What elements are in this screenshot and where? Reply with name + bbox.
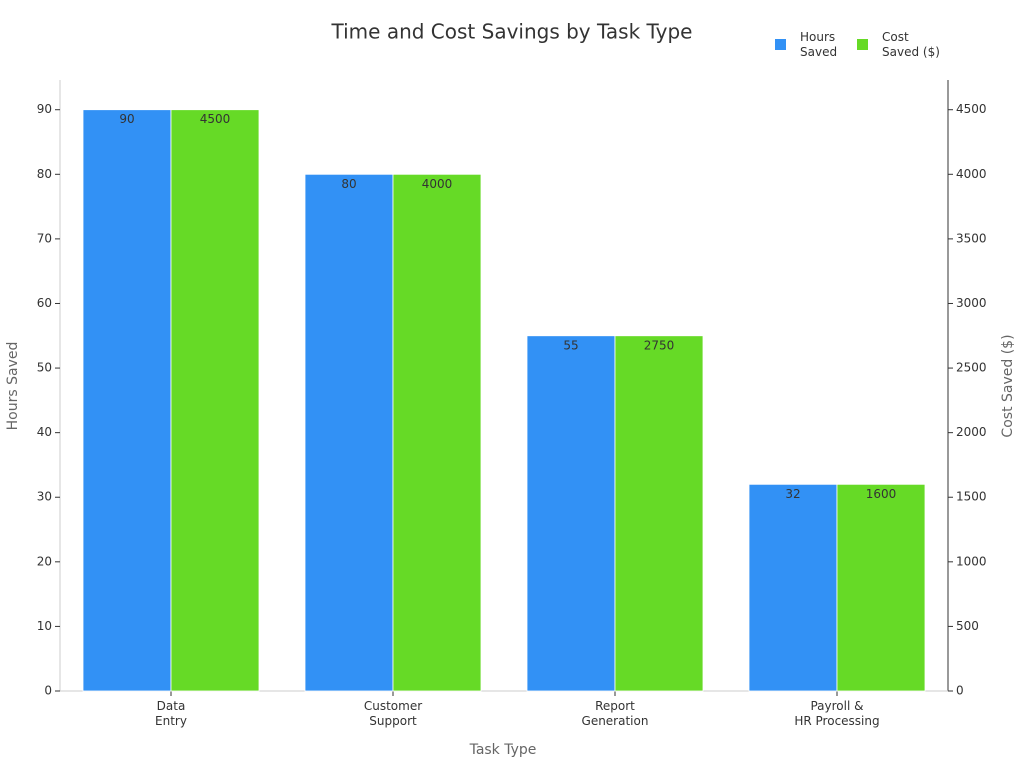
y-tick-label: 10 bbox=[37, 619, 52, 633]
value-label: 4000 bbox=[422, 177, 453, 191]
y2-tick-label: 1500 bbox=[956, 490, 987, 504]
bar bbox=[836, 483, 926, 692]
y-tick-label: 60 bbox=[37, 296, 52, 310]
bar bbox=[304, 173, 394, 692]
y-tick-label: 80 bbox=[37, 167, 52, 181]
bar bbox=[170, 109, 260, 692]
value-label: 1600 bbox=[866, 487, 897, 501]
chart-title: Time and Cost Savings by Task Type bbox=[331, 20, 693, 44]
y-tick-label: 40 bbox=[37, 425, 52, 439]
y2-tick-label: 2000 bbox=[956, 425, 987, 439]
y2-tick-label: 4000 bbox=[956, 167, 987, 181]
legend-swatch bbox=[857, 39, 868, 50]
y2-tick-label: 0 bbox=[956, 684, 964, 698]
y-tick-label: 0 bbox=[44, 684, 52, 698]
bar bbox=[392, 173, 482, 692]
x-tick-label: Payroll & HR Processing bbox=[794, 699, 880, 728]
bar bbox=[526, 335, 616, 692]
y-tick-label: 20 bbox=[37, 554, 52, 568]
y2-tick-label: 1000 bbox=[956, 554, 987, 568]
x-tick-label: Report Generation bbox=[581, 699, 649, 728]
value-label: 55 bbox=[563, 338, 578, 352]
x-tick-label: Data Entry bbox=[155, 699, 187, 728]
y-tick-label: 30 bbox=[37, 490, 52, 504]
value-label: 90 bbox=[119, 112, 134, 126]
value-label: 80 bbox=[341, 177, 356, 191]
bar bbox=[748, 483, 838, 692]
y2-tick-label: 3500 bbox=[956, 231, 987, 245]
y2-axis-title: Cost Saved ($) bbox=[1000, 334, 1016, 437]
bar bbox=[614, 335, 704, 692]
y2-tick-label: 4500 bbox=[956, 102, 987, 116]
value-label: 2750 bbox=[644, 338, 675, 352]
y-tick-label: 70 bbox=[37, 231, 52, 245]
legend-label: Cost Saved ($) bbox=[882, 30, 940, 59]
x-tick-label: Customer Support bbox=[363, 699, 423, 728]
y2-tick-label: 3000 bbox=[956, 296, 987, 310]
bar bbox=[82, 109, 172, 692]
value-label: 32 bbox=[785, 487, 800, 501]
legend-swatch bbox=[775, 39, 786, 50]
legend-label: Hours Saved bbox=[800, 30, 838, 59]
y2-tick-label: 2500 bbox=[956, 361, 987, 375]
value-label: 4500 bbox=[200, 112, 231, 126]
x-axis-title: Task Type bbox=[469, 742, 537, 758]
y-tick-label: 90 bbox=[37, 102, 52, 116]
y2-tick-label: 500 bbox=[956, 619, 979, 633]
y-tick-label: 50 bbox=[37, 361, 52, 375]
y-axis-title: Hours Saved bbox=[5, 342, 21, 431]
